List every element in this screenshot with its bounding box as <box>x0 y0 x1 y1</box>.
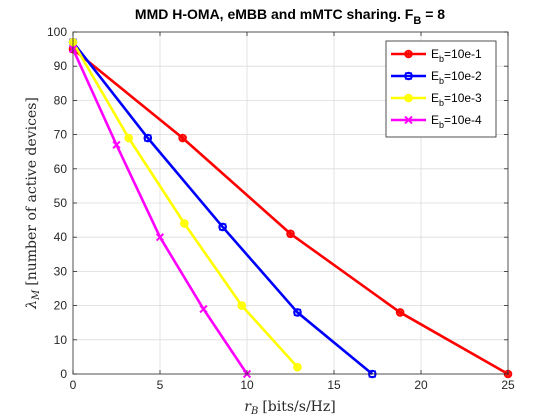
legend-label: Eb=10e-2 <box>431 69 482 86</box>
data-point-marker <box>218 222 227 232</box>
legend-item: Eb=10e-3 <box>391 91 482 108</box>
series-path <box>71 41 374 376</box>
y-tick-label: 0 <box>60 367 67 381</box>
y-tick-label: 70 <box>54 128 68 142</box>
data-point-marker <box>199 304 208 314</box>
data-point-marker <box>404 49 413 59</box>
legend-label: Eb=10e-1 <box>431 47 482 64</box>
data-point-marker <box>293 362 302 372</box>
data-point-marker <box>293 308 302 317</box>
y-tick-label: 40 <box>54 230 68 244</box>
legend-box <box>385 40 497 138</box>
x-tick-label: 10 <box>240 378 254 392</box>
data-point-marker <box>178 133 187 143</box>
data-point-marker <box>404 71 413 81</box>
y-tick-label: 60 <box>54 162 68 176</box>
legend-label: Eb=10e-4 <box>431 113 482 130</box>
x-tick-label: 15 <box>327 378 341 392</box>
legend-item: Eb=10e-1 <box>391 47 482 64</box>
x-tick-label: 5 <box>157 378 164 392</box>
x-tick-label: 25 <box>501 378 515 392</box>
y-tick-label: 90 <box>54 59 68 73</box>
y-tick-label: 100 <box>47 25 67 39</box>
data-point-marker <box>286 229 295 239</box>
data-point-marker <box>404 93 413 103</box>
y-tick-label: 30 <box>54 264 68 278</box>
legend-item: Eb=10e-2 <box>391 69 482 86</box>
data-point-marker <box>237 301 247 310</box>
y-axis-label: λM[number of active devices] <box>24 97 42 310</box>
legend-label: Eb=10e-3 <box>431 91 482 108</box>
y-tick-label: 10 <box>54 333 68 347</box>
data-point-marker <box>180 219 189 228</box>
data-point-marker <box>404 115 413 125</box>
legend-item: Eb=10e-4 <box>391 113 482 130</box>
x-tick-label: 0 <box>70 378 77 392</box>
y-tick-label: 20 <box>54 299 68 313</box>
chart-title: MMD H-OMA, eMBB and mMTC sharing. FB = 8 <box>135 6 445 27</box>
x-tick-label: 20 <box>414 378 428 392</box>
data-point-marker <box>124 133 133 143</box>
series-line-3 <box>68 37 302 372</box>
axis-ticks: 0 5 10 15 20 25 0 10 20 30 40 50 60 70 80 90 100 <box>47 25 515 392</box>
data-point-marker <box>143 133 153 143</box>
data-point-marker <box>155 233 165 242</box>
x-axis-label: rB [bits/s/Hz] <box>244 399 335 417</box>
y-tick-label: 50 <box>54 196 68 210</box>
y-tick-label: 80 <box>54 93 68 107</box>
data-point-marker <box>112 140 121 149</box>
legend: Eb=10e-1 Eb=10e-2 Eb=10e-3 Eb=10e-4 <box>385 40 497 138</box>
data-point-marker <box>395 308 405 317</box>
